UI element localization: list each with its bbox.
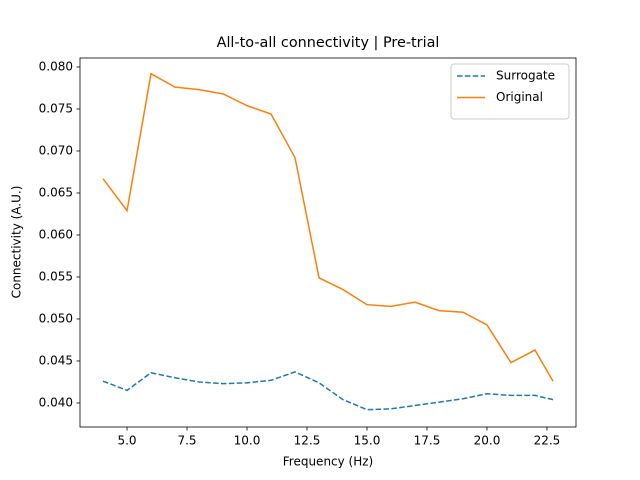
chart-title: All-to-all connectivity | Pre-trial — [217, 35, 440, 51]
y-tick-label: 0.050 — [39, 311, 73, 325]
y-tick-label: 0.075 — [39, 101, 73, 115]
x-tick-label: 15.0 — [354, 434, 381, 448]
y-tick-label: 0.080 — [39, 59, 73, 73]
x-tick-label: 17.5 — [414, 434, 441, 448]
y-tick-label: 0.060 — [39, 227, 73, 241]
y-tick-label: 0.045 — [39, 353, 73, 367]
x-tick-label: 5.0 — [117, 434, 136, 448]
x-tick-label: 20.0 — [474, 434, 501, 448]
x-tick-label: 22.5 — [534, 434, 561, 448]
y-tick-label: 0.040 — [39, 395, 73, 409]
legend-label: Original — [496, 90, 543, 104]
x-tick-label: 7.5 — [177, 434, 196, 448]
y-axis-label: Connectivity (A.U.) — [10, 186, 24, 299]
plot-frame — [79, 57, 577, 428]
x-tick-label: 10.0 — [234, 434, 261, 448]
x-axis-label: Frequency (Hz) — [283, 455, 374, 469]
series-line — [102, 371, 554, 411]
legend-label: Surrogate — [496, 69, 555, 83]
series-line — [102, 72, 554, 382]
y-tick-label: 0.055 — [39, 269, 73, 283]
legend-box — [450, 63, 570, 120]
x-tick-label: 12.5 — [294, 434, 321, 448]
y-tick-label: 0.065 — [39, 185, 73, 199]
y-tick-label: 0.070 — [39, 143, 73, 157]
